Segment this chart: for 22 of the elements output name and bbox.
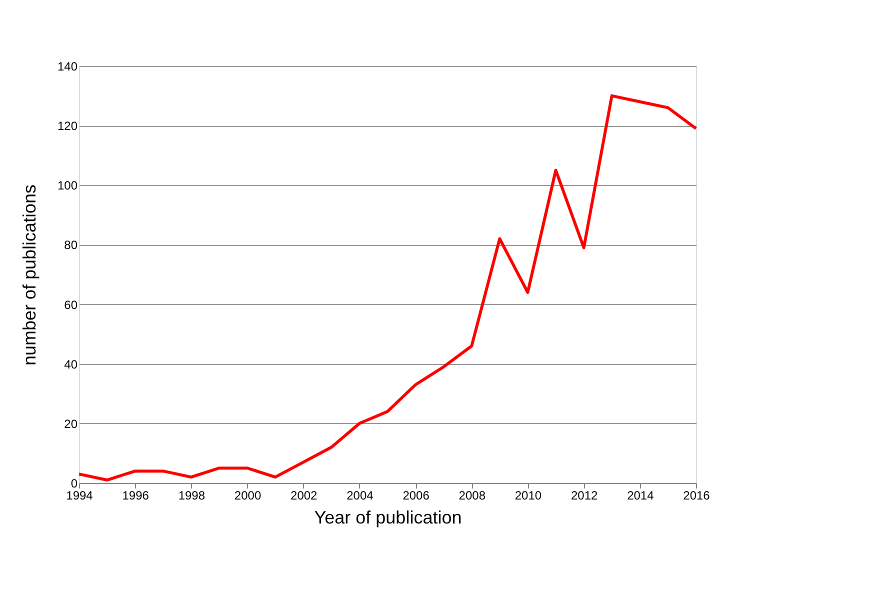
y-tick-label: 20 <box>64 416 78 431</box>
x-tick-label: 1994 <box>66 488 94 502</box>
y-tick-label: 40 <box>64 357 78 372</box>
y-tick-label: 120 <box>57 119 78 134</box>
y-tick-label: 80 <box>64 238 78 252</box>
x-tick-label: 1998 <box>178 488 206 502</box>
y-tick-label: 140 <box>57 60 78 74</box>
x-axis-title: Year of publication <box>314 508 462 528</box>
y-tick-label: 0 <box>70 476 78 490</box>
x-tick-label: 2002 <box>290 488 318 502</box>
x-tick-label: 2008 <box>458 488 486 502</box>
x-tick-label: 2014 <box>627 488 654 502</box>
x-tick-label: 2006 <box>402 488 430 502</box>
y-axis-title: number of publications <box>19 184 40 366</box>
x-tick-label: 2000 <box>234 488 262 502</box>
x-tick-label: 2004 <box>346 488 374 502</box>
y-tick-label: 60 <box>64 298 78 312</box>
y-tick-label: 100 <box>57 178 78 193</box>
x-tick-label: 2010 <box>514 488 542 502</box>
x-tick-label: 2016 <box>683 488 710 502</box>
x-tick-label: 1996 <box>122 488 150 502</box>
x-tick-label: 2012 <box>570 488 598 502</box>
